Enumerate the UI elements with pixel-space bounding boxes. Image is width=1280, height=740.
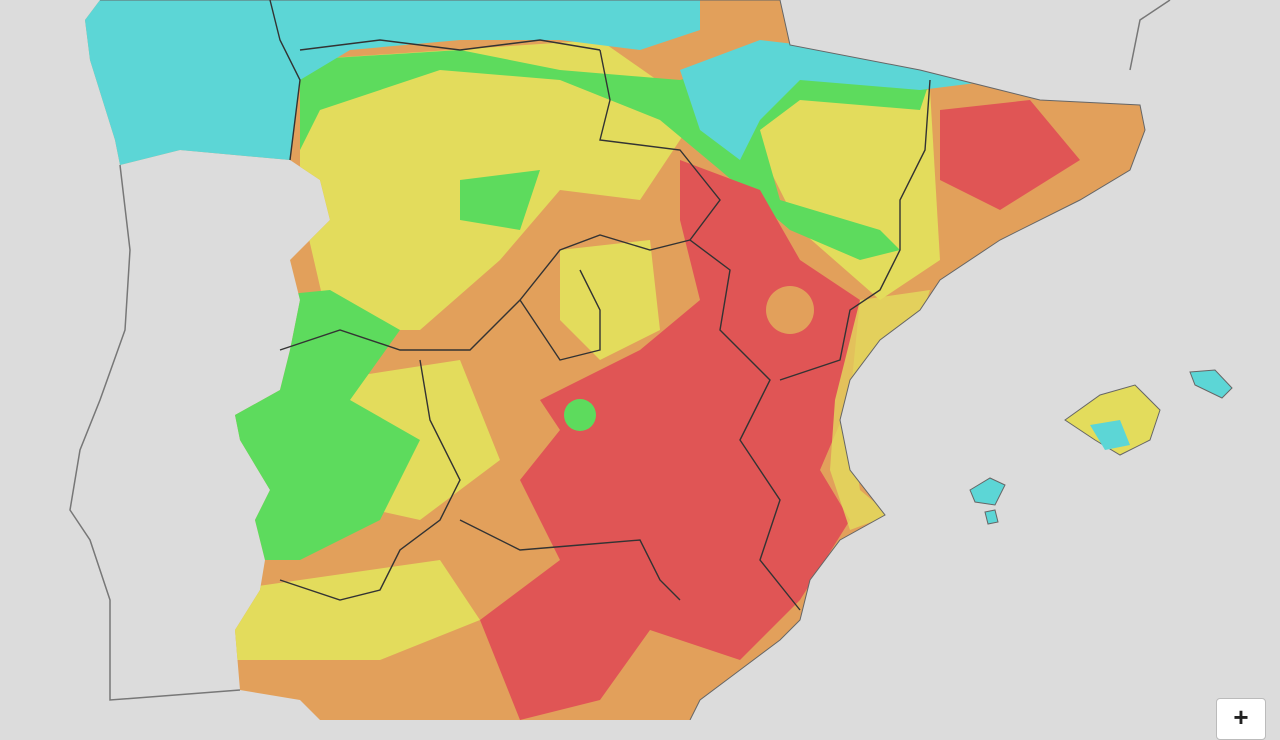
zone-red	[940, 100, 1080, 210]
map	[69, 0, 1233, 720]
border	[779, 79, 931, 381]
formentera	[984, 509, 999, 525]
balearic-islands	[969, 369, 1233, 525]
coastline	[100, 0, 1146, 720]
border	[459, 519, 681, 601]
zone-yellow	[560, 240, 660, 360]
mallorca	[1064, 384, 1161, 456]
zone-cyan	[85, 0, 700, 170]
zone-yellow	[230, 560, 480, 660]
zone-green	[564, 399, 596, 431]
zoom-in-button[interactable]: +	[1216, 698, 1266, 740]
zone-green	[460, 170, 540, 230]
border	[269, 0, 301, 161]
region-borders	[269, 0, 931, 611]
mallorca-zone	[1090, 420, 1130, 450]
menorca	[1189, 369, 1233, 399]
ibiza	[969, 477, 1006, 506]
border	[599, 49, 801, 611]
border	[519, 269, 601, 361]
border	[299, 39, 601, 51]
border	[279, 359, 461, 601]
page: + (() => { const data = JSON.parse(docum…	[69, 0, 1266, 740]
zone-red	[480, 160, 860, 720]
france-coast	[1129, 0, 1171, 71]
zone-orange	[766, 286, 814, 334]
portugal-outline	[69, 164, 241, 701]
